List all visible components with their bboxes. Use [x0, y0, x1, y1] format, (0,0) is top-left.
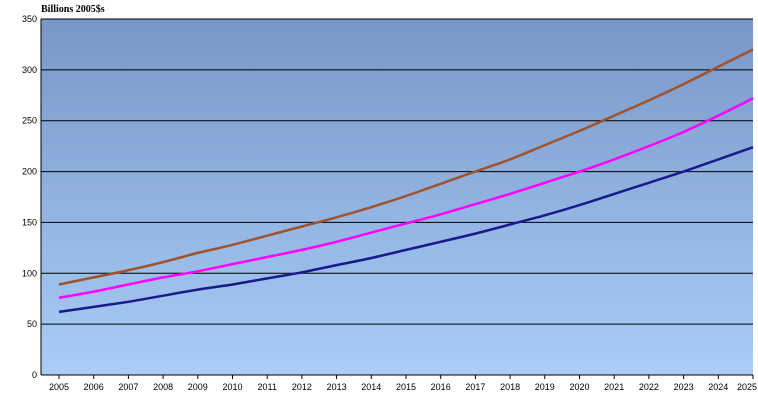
y-tick-label-200: 200: [22, 167, 37, 177]
x-tick-label-2024: 2024: [708, 382, 728, 392]
y-tick-labels: 0 50 100 150 200 250 300 350: [22, 14, 37, 380]
x-tick-label-2025: 2025: [737, 382, 757, 392]
x-tick-label-2011: 2011: [258, 382, 277, 392]
x-tick-label-2022: 2022: [639, 382, 659, 392]
x-tick-label-2019: 2019: [535, 382, 555, 392]
x-tick-label-2020: 2020: [569, 382, 589, 392]
x-tick-label-2007: 2007: [118, 382, 138, 392]
y-tick-label-350: 350: [22, 14, 37, 24]
x-tick-label-2021: 2021: [604, 382, 624, 392]
y-tick-label-100: 100: [22, 268, 37, 278]
series-line-1: [58, 48, 754, 286]
x-tick-label-2010: 2010: [222, 382, 242, 392]
x-tick-label-2013: 2013: [327, 382, 347, 392]
x-tick-label-2006: 2006: [84, 382, 104, 392]
x-tick-label-2018: 2018: [500, 382, 520, 392]
x-tick-label-2015: 2015: [396, 382, 416, 392]
x-tick-label-2017: 2017: [465, 382, 485, 392]
y-axis-label: Billions 2005$s: [41, 4, 105, 15]
axes: [40, 19, 754, 379]
x-tick-labels: 2005 2006 2007 2008 2009 2010 2011 2012 2013 2014…: [49, 382, 757, 392]
x-tick-label-2009: 2009: [188, 382, 208, 392]
x-tick-label-2008: 2008: [153, 382, 173, 392]
x-tick-label-2005: 2005: [49, 382, 69, 392]
y-tick-label-0: 0: [32, 370, 37, 380]
x-tick-label-2012: 2012: [292, 382, 312, 392]
y-tick-label-250: 250: [22, 116, 37, 126]
y-tick-label-150: 150: [22, 217, 37, 227]
x-tick-label-2016: 2016: [431, 382, 451, 392]
series-line-2: [58, 97, 754, 299]
x-tick-label-2023: 2023: [674, 382, 694, 392]
y-tick-label-300: 300: [22, 65, 37, 75]
gridlines: [41, 18, 753, 325]
plot-area: [41, 19, 753, 375]
series-line-3: [58, 146, 754, 314]
x-tick-label-2014: 2014: [361, 382, 381, 392]
series-layer: [58, 48, 754, 314]
y-tick-label-50: 50: [27, 319, 37, 329]
